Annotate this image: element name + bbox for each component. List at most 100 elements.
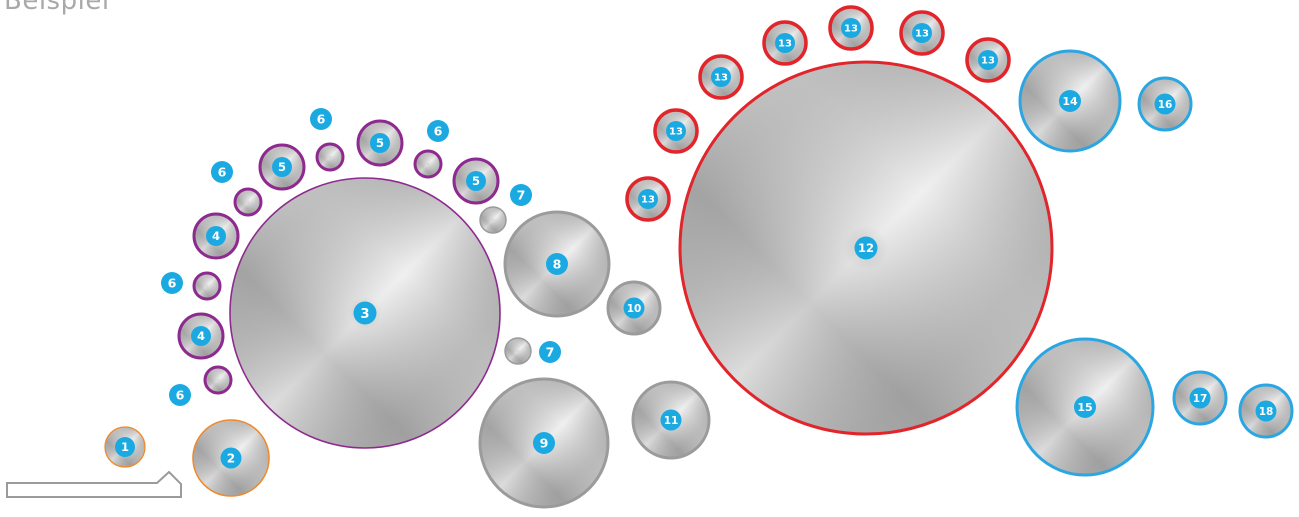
roller-5c-badge: 5 (466, 171, 486, 191)
label-6-d-dot (161, 272, 183, 294)
roller-3-badge-dot (353, 301, 377, 325)
roller-17-badge-dot (1189, 387, 1211, 409)
roller-11-rim (631, 380, 711, 460)
roller-13e-badge: 13 (841, 18, 861, 38)
roller-13e-badge-dot (841, 18, 861, 38)
roller-1: 1 (104, 426, 146, 468)
roller-9-rim (478, 377, 610, 509)
roller-10-badge-dot (623, 297, 645, 319)
roller-13e: 13 (828, 5, 874, 51)
roller-8-badge-dot (546, 253, 568, 275)
roller-13c-rim (698, 54, 744, 100)
roller-5b: 5 (356, 119, 404, 167)
roller-15-badge-text: 15 (1077, 401, 1092, 414)
roller-11-badge: 11 (660, 409, 682, 431)
roller-8-rim (503, 210, 611, 318)
roller-4a: 4 (192, 212, 240, 260)
roller-2-badge-text: 2 (227, 451, 235, 465)
roller-13f-badge: 13 (912, 23, 932, 43)
roller-9: 9 (478, 377, 610, 509)
roller-16-badge-dot (1154, 93, 1176, 115)
roller-12-badge-dot (854, 236, 878, 260)
roller-18-badge-dot (1255, 400, 1277, 422)
roller-7a (479, 206, 507, 234)
label-6-b-dot (310, 108, 332, 130)
label-6-d: 6 (161, 272, 183, 294)
roller-8: 8 (503, 210, 611, 318)
roller-11-badge-text: 11 (664, 415, 679, 427)
roller-6e (203, 365, 233, 395)
roller-5a-badge-dot (272, 157, 292, 177)
roller-5b-badge-dot (370, 133, 390, 153)
roller-5a-badge-text: 5 (278, 160, 286, 174)
roller-12: 12 (678, 60, 1054, 436)
roller-6d (192, 271, 222, 301)
roller-6d-sheen-2 (194, 273, 220, 299)
roller-15-rim (1015, 337, 1155, 477)
roller-6e-sheen-2 (205, 367, 231, 393)
roller-16-badge: 16 (1154, 93, 1176, 115)
label-6-e: 6 (169, 384, 191, 406)
roller-13a-badge-text: 13 (641, 195, 655, 206)
roller-6a (233, 187, 263, 217)
roller-5b-rim (356, 119, 404, 167)
roller-13c-badge-dot (711, 67, 731, 87)
roller-10: 10 (606, 280, 662, 336)
roller-7b-rim (504, 337, 532, 365)
label-6-a-text: 6 (218, 165, 227, 180)
label-6-c-dot (427, 120, 449, 142)
roller-4b: 4 (177, 312, 225, 360)
label-7-b: 7 (539, 341, 561, 363)
roller-13a-rim (625, 176, 671, 222)
roller-13b-badge: 13 (666, 121, 686, 141)
roller-14-badge: 14 (1059, 90, 1081, 112)
roller-1-rim (104, 426, 146, 468)
roller-9-badge-dot (533, 432, 555, 454)
roller-12-rim (678, 60, 1054, 436)
roller-9-badge-text: 9 (540, 436, 549, 451)
roller-15: 15 (1015, 337, 1155, 477)
roller-8-badge-text: 8 (553, 257, 562, 272)
roller-13g: 13 (965, 37, 1011, 83)
roller-7a-rim (479, 206, 507, 234)
roller-6b-rim (315, 142, 345, 172)
roller-15-badge: 15 (1074, 396, 1096, 418)
roller-18: 18 (1238, 383, 1294, 439)
feed-tray (6, 470, 182, 498)
roller-13b: 13 (653, 108, 699, 154)
roller-13g-badge-dot (978, 50, 998, 70)
roller-4b-badge: 4 (191, 326, 211, 346)
roller-1-badge: 1 (115, 437, 135, 457)
roller-4b-rim (177, 312, 225, 360)
roller-4b-badge-text: 4 (197, 329, 205, 343)
roller-3-badge: 3 (353, 301, 377, 325)
roller-3-rim (229, 177, 501, 449)
roller-5a-rim (258, 143, 306, 191)
roller-15-badge-dot (1074, 396, 1096, 418)
roller-13e-badge-text: 13 (844, 24, 858, 35)
roller-3: 3 (229, 177, 501, 449)
roller-13a-badge-dot (638, 189, 658, 209)
roller-13d-badge-dot (775, 33, 795, 53)
roller-14: 14 (1018, 49, 1122, 153)
label-7-a-dot (510, 184, 532, 206)
roller-6a-rim (233, 187, 263, 217)
roller-7b (504, 337, 532, 365)
roller-4a-badge-dot (206, 226, 226, 246)
roller-16-rim (1137, 76, 1193, 132)
roller-10-badge: 10 (623, 297, 645, 319)
roller-13g-badge-text: 13 (981, 56, 995, 67)
roller-18-badge-text: 18 (1259, 406, 1274, 418)
roller-13f-rim (899, 10, 945, 56)
roller-2-rim (192, 419, 270, 497)
roller-13f-badge-text: 13 (915, 29, 929, 40)
roller-14-badge-text: 14 (1062, 95, 1078, 108)
roller-6b-sheen-2 (317, 144, 343, 170)
roller-13b-badge-text: 13 (669, 127, 683, 138)
label-6-e-text: 6 (176, 388, 185, 403)
roller-16-badge-text: 16 (1158, 99, 1173, 111)
label-7-b-dot (539, 341, 561, 363)
roller-14-badge-dot (1059, 90, 1081, 112)
roller-12-badge-text: 12 (858, 241, 874, 255)
